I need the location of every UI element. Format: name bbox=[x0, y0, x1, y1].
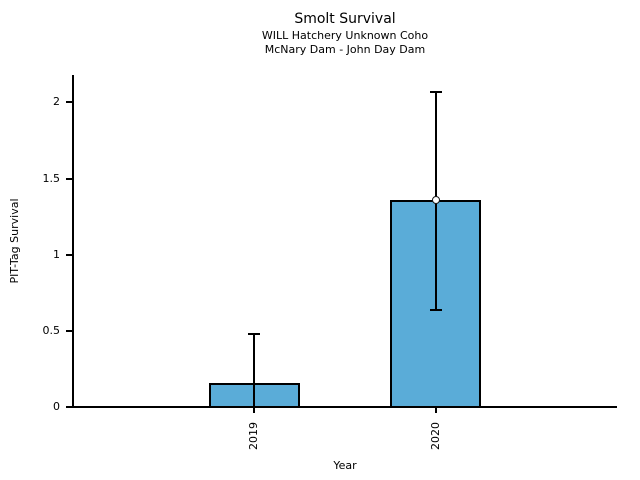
x-axis-tick-label: 2020 bbox=[428, 422, 442, 450]
x-axis-tick-label: 2019 bbox=[247, 422, 261, 450]
y-axis-label: PIT-Tag Survival bbox=[8, 198, 21, 284]
y-axis-tick bbox=[66, 253, 73, 256]
error-bar-cap-top bbox=[248, 332, 261, 335]
y-axis-tick bbox=[66, 406, 73, 408]
x-axis-tick bbox=[253, 407, 256, 413]
x-axis-label: Year bbox=[333, 459, 357, 472]
y-axis-tick-label: 1 bbox=[53, 247, 60, 261]
y-axis-tick bbox=[66, 329, 73, 332]
y-axis-tick-label: 2 bbox=[53, 95, 60, 109]
y-axis-tick bbox=[66, 177, 73, 180]
error-bar-cap-bottom bbox=[429, 308, 442, 311]
chart-subtitle-line1: WILL Hatchery Unknown Coho bbox=[261, 29, 429, 42]
x-axis-tick bbox=[434, 407, 437, 413]
y-axis-tick-label: 1.5 bbox=[42, 171, 61, 185]
error-bar-cap-top bbox=[429, 90, 442, 93]
error-bar-line bbox=[253, 333, 256, 407]
y-axis-tick-label: 0 bbox=[53, 400, 60, 413]
point-estimate-marker bbox=[431, 195, 440, 204]
chart-subtitle-line2: McNary Dam - John Day Dam bbox=[264, 43, 426, 56]
y-axis-tick-label: 0.5 bbox=[42, 323, 61, 337]
y-axis-spine bbox=[72, 75, 74, 408]
chart-title: Smolt Survival bbox=[294, 11, 396, 27]
x-axis-spine bbox=[72, 406, 617, 408]
y-axis-tick bbox=[66, 101, 73, 104]
